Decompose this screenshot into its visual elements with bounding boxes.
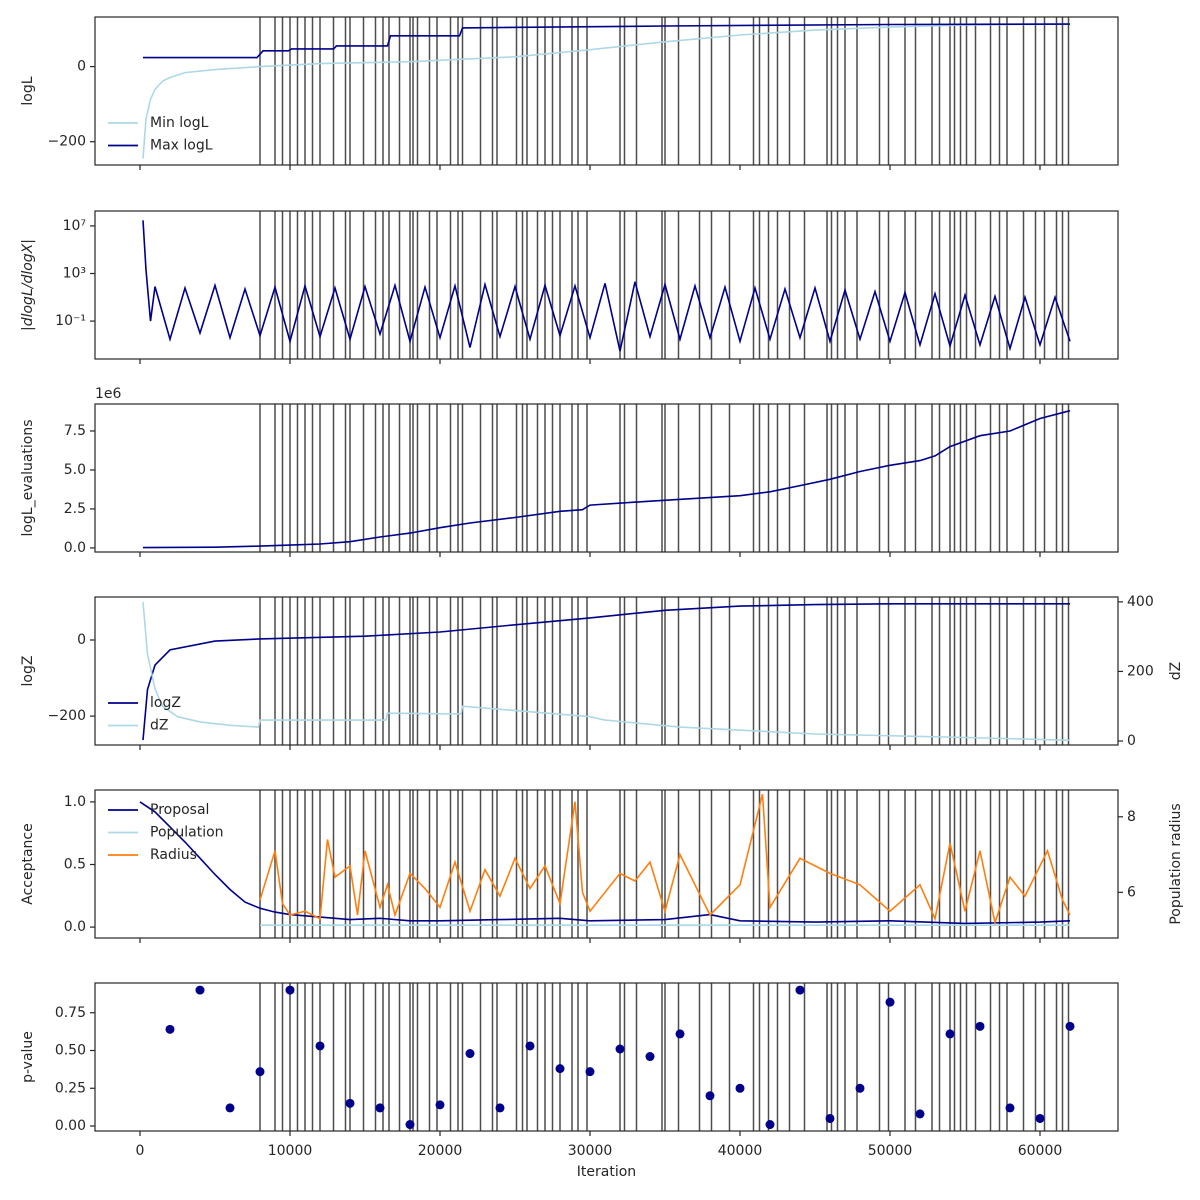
point — [435, 1100, 445, 1110]
point — [945, 1029, 955, 1039]
y-tick-label: 0 — [77, 632, 86, 648]
axes-frame — [94, 16, 1119, 166]
series-line — [139, 801, 1071, 925]
point — [1005, 1103, 1015, 1113]
axes-frame — [94, 982, 1119, 1132]
point — [495, 1103, 505, 1113]
series-line — [143, 23, 1071, 59]
series-line — [142, 23, 1071, 159]
point — [285, 985, 295, 995]
point — [195, 985, 205, 995]
panel: 10⁻¹ 10³ 10⁷ |dlogL/dlogX| — [20, 210, 1119, 364]
point — [975, 1021, 985, 1031]
y-tick-label: 0.5 — [64, 857, 86, 873]
legend-label: logZ — [150, 695, 181, 711]
y2-tick-label: 400 — [1127, 594, 1154, 610]
series-line — [142, 220, 1071, 352]
point — [465, 1049, 475, 1059]
legend-label: Proposal — [150, 802, 209, 818]
y-tick-label: 7.5 — [64, 423, 86, 439]
point — [915, 1109, 925, 1119]
y-tick-label: 1.0 — [64, 794, 86, 810]
y-axis-label: logL_evaluations — [20, 419, 36, 536]
y-tick-label: 0.0 — [64, 540, 86, 556]
axes-frame — [94, 210, 1119, 360]
point — [675, 1029, 685, 1039]
axes-frame — [94, 403, 1119, 553]
point — [525, 1041, 535, 1051]
x-tick-label: 40000 — [718, 1143, 763, 1159]
offset-label: 1e6 — [95, 386, 122, 402]
legend-label: Population — [150, 825, 224, 841]
panel: −200 0 0 200 400 logZ dZ logZ dZ — [20, 594, 1184, 750]
y-tick-label: 0.00 — [55, 1118, 86, 1134]
y2-axis-label: Population radius — [1168, 803, 1184, 924]
point — [375, 1103, 385, 1113]
y-tick-label: 10³ — [63, 266, 86, 282]
point — [645, 1052, 655, 1062]
y-tick-label: 0.25 — [55, 1080, 86, 1096]
point — [735, 1083, 745, 1093]
point — [1065, 1021, 1075, 1031]
x-tick-label: 50000 — [868, 1143, 913, 1159]
x-tick-label: 60000 — [1018, 1143, 1063, 1159]
point — [705, 1091, 715, 1101]
y2-tick-label: 200 — [1127, 663, 1154, 679]
axes-frame — [94, 789, 1119, 939]
y-axis-label: Acceptance — [20, 823, 36, 904]
y-tick-label: 2.5 — [64, 501, 86, 517]
point — [885, 997, 895, 1007]
y-tick-label: 0.75 — [55, 1005, 86, 1021]
x-axis-label: Iteration — [577, 1164, 636, 1180]
y-tick-label: −200 — [48, 708, 86, 724]
panel: 0.00 0.25 0.50 0.75 0 10000 20000 30000 40000 500… — [20, 982, 1119, 1180]
x-tick-label: 0 — [136, 1143, 145, 1159]
point — [585, 1067, 595, 1077]
series-line — [259, 794, 1071, 926]
x-tick-label: 10000 — [268, 1143, 313, 1159]
y-tick-label: 0 — [77, 59, 86, 75]
point — [1035, 1113, 1045, 1123]
y2-tick-label: 8 — [1127, 809, 1136, 825]
point — [825, 1113, 835, 1123]
point — [765, 1120, 775, 1130]
point — [345, 1098, 355, 1108]
y-tick-label: 10⁻¹ — [55, 313, 86, 329]
x-tick-label: 30000 — [568, 1143, 613, 1159]
y-tick-label: −200 — [48, 134, 86, 150]
panel: 0.0 2.5 5.0 7.5 logL_evaluations 1e6 — [20, 386, 1119, 557]
point — [315, 1041, 325, 1051]
point — [795, 985, 805, 995]
axes-frame — [94, 596, 1119, 746]
panel: −200 0 logL Min logL Max logL — [20, 16, 1119, 170]
point — [405, 1120, 415, 1130]
y2-tick-label: 0 — [1127, 733, 1136, 749]
y-axis-label: p-value — [20, 1031, 36, 1083]
legend-label: Max logL — [150, 138, 213, 154]
y-tick-label: 5.0 — [64, 462, 86, 478]
legend-label: dZ — [150, 718, 168, 734]
point — [555, 1064, 565, 1074]
y2-axis-label: dZ — [1168, 662, 1184, 680]
point — [615, 1044, 625, 1054]
series-line — [142, 603, 1070, 741]
point — [225, 1103, 235, 1113]
point — [165, 1024, 175, 1034]
series-line — [142, 409, 1071, 549]
legend-label: Min logL — [150, 115, 209, 131]
y2-tick-label: 6 — [1127, 884, 1136, 900]
y-tick-label: 10⁷ — [63, 218, 86, 234]
x-tick-label: 20000 — [418, 1143, 463, 1159]
y-axis-label: logZ — [20, 656, 36, 687]
point — [255, 1067, 265, 1077]
y-tick-label: 0.50 — [55, 1043, 86, 1059]
panel: 0.0 0.5 1.0 6 8 Acceptance Population radius Pr… — [20, 789, 1184, 943]
series-line — [142, 601, 1071, 742]
y-tick-label: 0.0 — [64, 919, 86, 935]
y-axis-label: |dlogL/dlogX| — [20, 239, 36, 331]
point — [855, 1083, 865, 1093]
legend-label: Radius — [150, 847, 197, 863]
y-axis-label: logL — [20, 76, 36, 105]
